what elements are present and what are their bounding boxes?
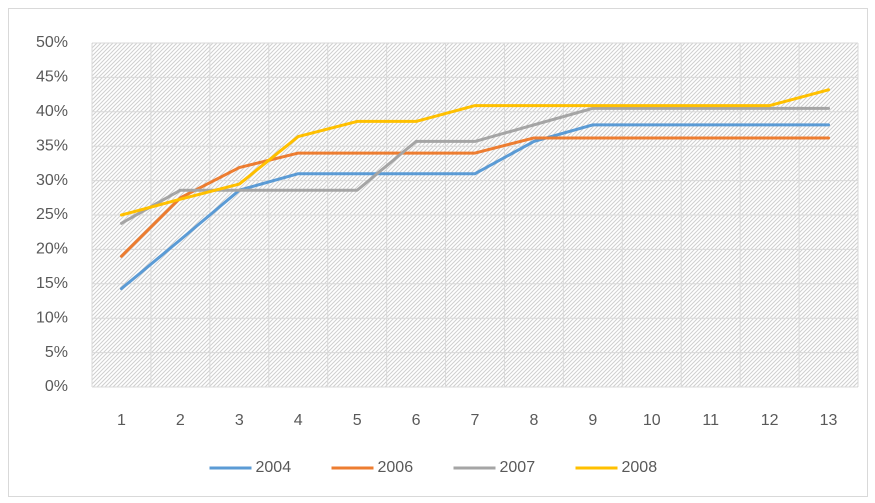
x-tick-label: 1 xyxy=(117,412,126,429)
y-tick-label: 35% xyxy=(36,137,68,154)
y-tick-label: 5% xyxy=(45,344,68,361)
x-tick-label: 12 xyxy=(761,412,779,429)
x-tick-label: 3 xyxy=(235,412,244,429)
legend-label: 2004 xyxy=(256,459,292,476)
x-tick-label: 2 xyxy=(176,412,185,429)
x-tick-label: 7 xyxy=(471,412,480,429)
x-tick-label: 4 xyxy=(294,412,303,429)
series-line xyxy=(119,106,831,225)
legend-label: 2008 xyxy=(622,459,658,476)
y-tick-label: 40% xyxy=(36,103,68,120)
legend-label: 2007 xyxy=(500,459,536,476)
y-tick-label: 15% xyxy=(36,275,68,292)
y-tick-label: 10% xyxy=(36,309,68,326)
x-tick-label: 11 xyxy=(702,412,719,429)
series-line xyxy=(119,88,831,217)
x-tick-label: 5 xyxy=(353,412,362,429)
x-tick-label: 13 xyxy=(820,412,838,429)
x-tick-label: 6 xyxy=(412,412,421,429)
y-tick-label: 50% xyxy=(36,34,68,51)
legend-label: 2006 xyxy=(378,459,414,476)
y-tick-label: 0% xyxy=(45,378,68,395)
series-line xyxy=(119,136,831,258)
y-tick-label: 25% xyxy=(36,206,68,223)
x-tick-label: 8 xyxy=(529,412,538,429)
x-tick-label: 9 xyxy=(588,412,597,429)
y-tick-label: 30% xyxy=(36,172,68,189)
x-tick-label: 10 xyxy=(643,412,661,429)
y-tick-label: 45% xyxy=(36,69,68,86)
y-tick-label: 20% xyxy=(36,241,68,258)
